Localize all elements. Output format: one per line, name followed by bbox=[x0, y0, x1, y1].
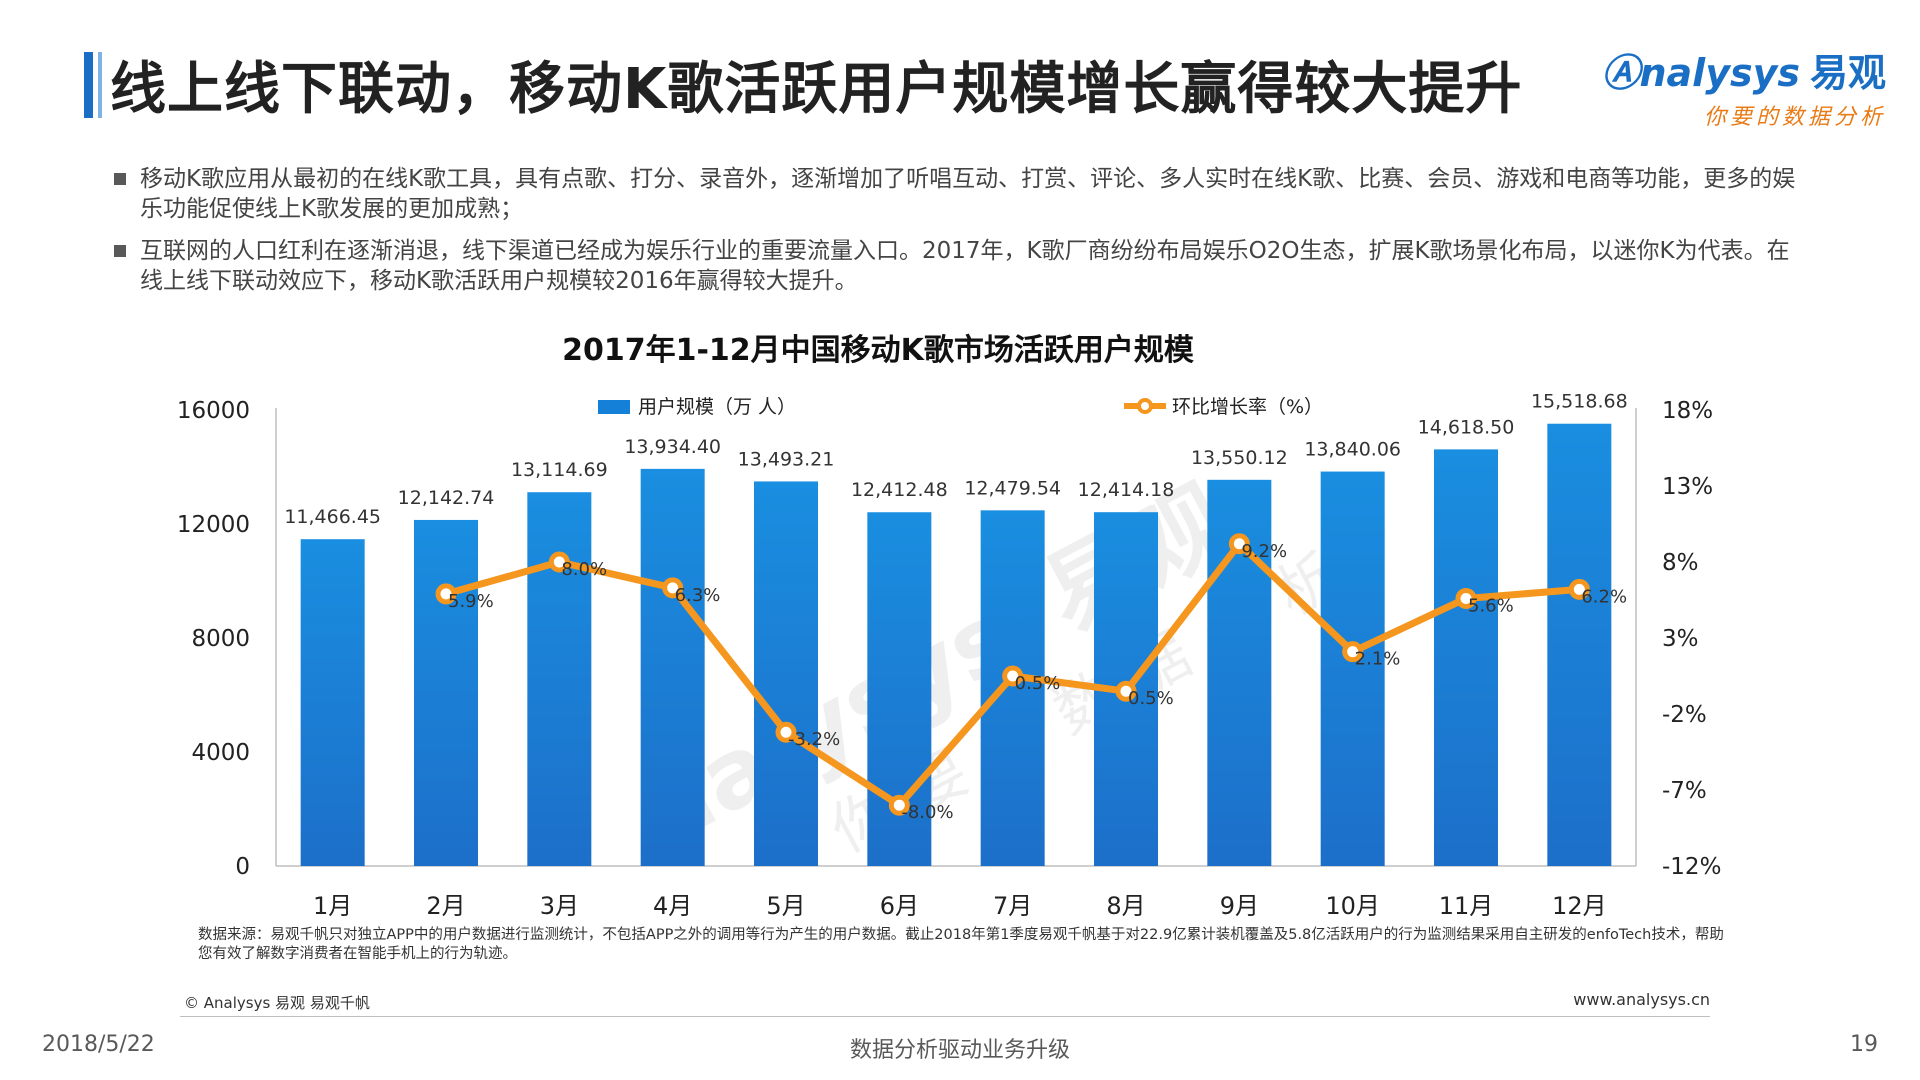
growth-value-label: 0.5% bbox=[1128, 688, 1174, 709]
bar-7 bbox=[980, 510, 1045, 866]
growth-value-label: 8.0% bbox=[561, 559, 607, 580]
bar-value-label: 13,934.40 bbox=[624, 436, 721, 458]
bar-value-label: 12,142.74 bbox=[398, 487, 495, 509]
logo-cn: 易观 bbox=[1809, 51, 1886, 95]
right-tick-label: -7% bbox=[1662, 778, 1707, 804]
bullet-item: 互联网的人口红利在逐渐消退，线下渠道已经成为娱乐行业的重要流量入口。2017年，… bbox=[112, 236, 1812, 296]
growth-point-9 bbox=[1228, 533, 1250, 555]
bar-value-label: 12,412.48 bbox=[851, 479, 948, 501]
x-tick-label: 1月 bbox=[313, 892, 352, 920]
x-tick-label: 4月 bbox=[653, 892, 692, 920]
copyright: © Analysys 易观 易观千帆 bbox=[184, 994, 370, 1012]
left-tick-label: 4000 bbox=[191, 740, 250, 766]
x-tick-label: 2月 bbox=[426, 892, 465, 920]
chart-title: 2017年1-12月中国移动K歌市场活跃用户规模 bbox=[562, 333, 1194, 368]
bar-value-label: 13,493.21 bbox=[738, 448, 835, 470]
legend-bar-label: 用户规模（万 人） bbox=[638, 396, 796, 418]
left-tick-label: 0 bbox=[235, 854, 250, 880]
bar-value-label: 13,114.69 bbox=[511, 459, 608, 481]
growth-point-10 bbox=[1342, 641, 1364, 663]
growth-point-3 bbox=[548, 551, 570, 573]
growth-value-label: -3.2% bbox=[788, 729, 840, 750]
growth-value-label: 0.5% bbox=[1015, 673, 1061, 694]
bar-12 bbox=[1547, 423, 1612, 866]
growth-value-label: -8.0% bbox=[901, 802, 953, 823]
bar-1 bbox=[300, 539, 365, 866]
growth-point-2 bbox=[435, 583, 457, 605]
legend-line-marker bbox=[1137, 398, 1153, 414]
analysys-logo: Ⓐnalysys 易观 你要的数据分析 bbox=[1601, 42, 1886, 131]
bar-value-label: 15,518.68 bbox=[1531, 391, 1628, 413]
left-tick-label: 8000 bbox=[191, 626, 250, 652]
left-tick-label: 16000 bbox=[177, 398, 250, 424]
bar-4 bbox=[640, 468, 705, 866]
x-tick-label: 10月 bbox=[1325, 892, 1380, 920]
bullet-item: 移动K歌应用从最初的在线K歌工具，具有点歌、打分、录音外，逐渐增加了听唱互动、打… bbox=[112, 164, 1812, 224]
x-tick-label: 12月 bbox=[1552, 892, 1607, 920]
logo-brand: nalysys bbox=[1639, 51, 1800, 95]
footer-date: 2018/5/22 bbox=[42, 1032, 155, 1057]
growth-value-label: 6.2% bbox=[1581, 586, 1627, 607]
growth-point-12 bbox=[1568, 578, 1590, 600]
bar-3 bbox=[527, 492, 592, 866]
right-tick-label: 18% bbox=[1662, 398, 1713, 424]
page-title: 线上线下联动，移动K歌活跃用户规模增长赢得较大提升 bbox=[110, 57, 1523, 122]
x-tick-label: 7月 bbox=[993, 892, 1032, 920]
bar-value-label: 13,840.06 bbox=[1304, 439, 1401, 461]
bar-10 bbox=[1320, 471, 1385, 866]
x-tick-label: 9月 bbox=[1220, 892, 1259, 920]
bar-value-label: 13,550.12 bbox=[1191, 447, 1288, 469]
growth-point-5 bbox=[775, 721, 797, 743]
growth-value-label: 2.1% bbox=[1355, 649, 1401, 670]
bar-value-label: 14,618.50 bbox=[1418, 416, 1515, 438]
chart-legend: 用户规模（万 人） 环比增长率（%） bbox=[598, 396, 1323, 418]
bar-value-label: 12,414.18 bbox=[1078, 479, 1175, 501]
x-tick-label: 3月 bbox=[540, 892, 579, 920]
bar-value-label: 11,466.45 bbox=[284, 506, 381, 528]
growth-point-7 bbox=[1002, 665, 1024, 687]
growth-value-label: 9.2% bbox=[1241, 541, 1287, 562]
source-note: 数据来源：易观千帆只对独立APP中的用户数据进行监测统计，不包括APP之外的调用… bbox=[198, 927, 1724, 962]
right-tick-label: -2% bbox=[1662, 702, 1707, 728]
x-tick-label: 11月 bbox=[1439, 892, 1494, 920]
x-tick-label: 6月 bbox=[880, 892, 919, 920]
growth-point-4 bbox=[662, 577, 684, 599]
left-tick-label: 12000 bbox=[177, 512, 250, 538]
legend-line-label: 环比增长率（%） bbox=[1172, 396, 1323, 418]
growth-value-label: 6.3% bbox=[675, 585, 721, 606]
growth-value-label: 5.6% bbox=[1468, 595, 1514, 616]
legend-bar-swatch bbox=[598, 400, 630, 414]
right-tick-label: 3% bbox=[1662, 626, 1699, 652]
x-tick-label: 8月 bbox=[1106, 892, 1145, 920]
growth-point-6 bbox=[888, 794, 910, 816]
bar-5 bbox=[754, 481, 818, 866]
logo-tagline: 你要的数据分析 bbox=[1703, 105, 1886, 130]
title-accent-bar bbox=[84, 52, 93, 118]
bullet-list: 移动K歌应用从最初的在线K歌工具，具有点歌、打分、录音外，逐渐增加了听唱互动、打… bbox=[112, 164, 1812, 308]
website-link[interactable]: www.analysys.cn bbox=[1573, 990, 1710, 1009]
bar-11 bbox=[1434, 449, 1498, 866]
right-tick-label: 13% bbox=[1662, 474, 1713, 500]
footer-slogan: 数据分析驱动业务升级 bbox=[849, 1038, 1070, 1063]
growth-point-8 bbox=[1115, 680, 1137, 702]
bar-value-label: 12,479.54 bbox=[964, 477, 1061, 499]
right-tick-label: -12% bbox=[1662, 854, 1721, 880]
logo-a-icon: Ⓐ bbox=[1601, 51, 1640, 95]
right-tick-label: 8% bbox=[1662, 550, 1699, 576]
growth-point-11 bbox=[1455, 587, 1477, 609]
title-accent-bar-thin bbox=[98, 52, 102, 118]
footer-divider bbox=[180, 1016, 1710, 1017]
x-tick-label: 5月 bbox=[766, 892, 805, 920]
page-number: 19 bbox=[1850, 1032, 1878, 1057]
bar-2 bbox=[414, 519, 478, 866]
growth-value-label: 5.9% bbox=[448, 591, 494, 612]
